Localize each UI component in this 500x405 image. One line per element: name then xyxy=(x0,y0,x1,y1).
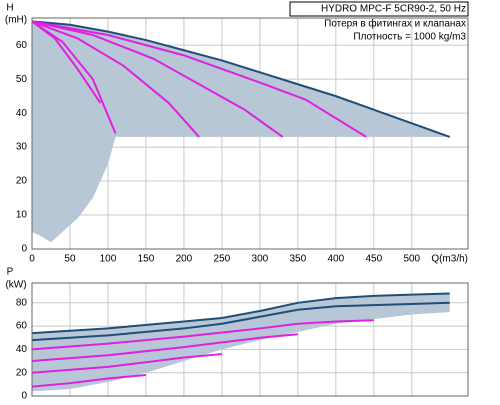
y-tick-label: 80 xyxy=(16,297,28,308)
y-axis-label: H xyxy=(6,3,13,14)
x-tick-label: 0 xyxy=(29,254,35,265)
curve xyxy=(31,20,284,138)
x-tick-label: 250 xyxy=(214,254,231,265)
curve xyxy=(31,20,367,138)
y-axis-unit: (mH) xyxy=(5,15,27,26)
y-axis-unit: (kW) xyxy=(5,280,26,291)
curve xyxy=(31,292,450,335)
x-tick-label: 150 xyxy=(138,254,155,265)
y-tick-label: 20 xyxy=(16,367,28,378)
operating-area xyxy=(32,293,450,392)
curve xyxy=(31,374,147,388)
annotation: Плотность = 1000 kg/m3 xyxy=(353,32,466,43)
y-tick-label: 50 xyxy=(16,74,28,85)
curve xyxy=(31,353,222,374)
curve xyxy=(31,301,450,342)
y-tick-label: 0 xyxy=(21,391,27,400)
x-tick-label: 300 xyxy=(252,254,269,265)
x-tick-label: 100 xyxy=(100,254,117,265)
y-tick-label: 10 xyxy=(16,210,28,221)
y-axis-label: P xyxy=(7,267,14,278)
title-box xyxy=(289,1,469,17)
x-tick-label: 200 xyxy=(176,254,193,265)
y-tick-label: 20 xyxy=(16,176,28,187)
chart-title: HYDRO MPC-F 5CR90-2, 50 Hz xyxy=(321,4,466,15)
y-tick-label: 30 xyxy=(16,142,28,153)
y-tick-label: 60 xyxy=(16,321,28,332)
curve xyxy=(31,333,298,363)
y-tick-label: 40 xyxy=(16,344,28,355)
y-tick-label: 0 xyxy=(21,244,27,255)
x-axis-label: Q(m3/h) xyxy=(431,254,468,265)
annotation: Потеря в фитингах и клапанах xyxy=(324,18,466,30)
curve xyxy=(31,20,451,138)
x-tick-label: 450 xyxy=(365,254,382,265)
y-tick-label: 60 xyxy=(16,40,28,51)
curve xyxy=(31,319,374,351)
y-tick-label: 40 xyxy=(16,108,28,119)
x-tick-label: 400 xyxy=(327,254,344,265)
x-tick-label: 500 xyxy=(403,254,420,265)
x-tick-label: 50 xyxy=(64,254,76,265)
plot-frame xyxy=(31,282,469,397)
curve xyxy=(31,20,117,134)
plot-frame xyxy=(31,17,469,250)
curve xyxy=(31,20,200,138)
x-tick-label: 350 xyxy=(290,254,307,265)
